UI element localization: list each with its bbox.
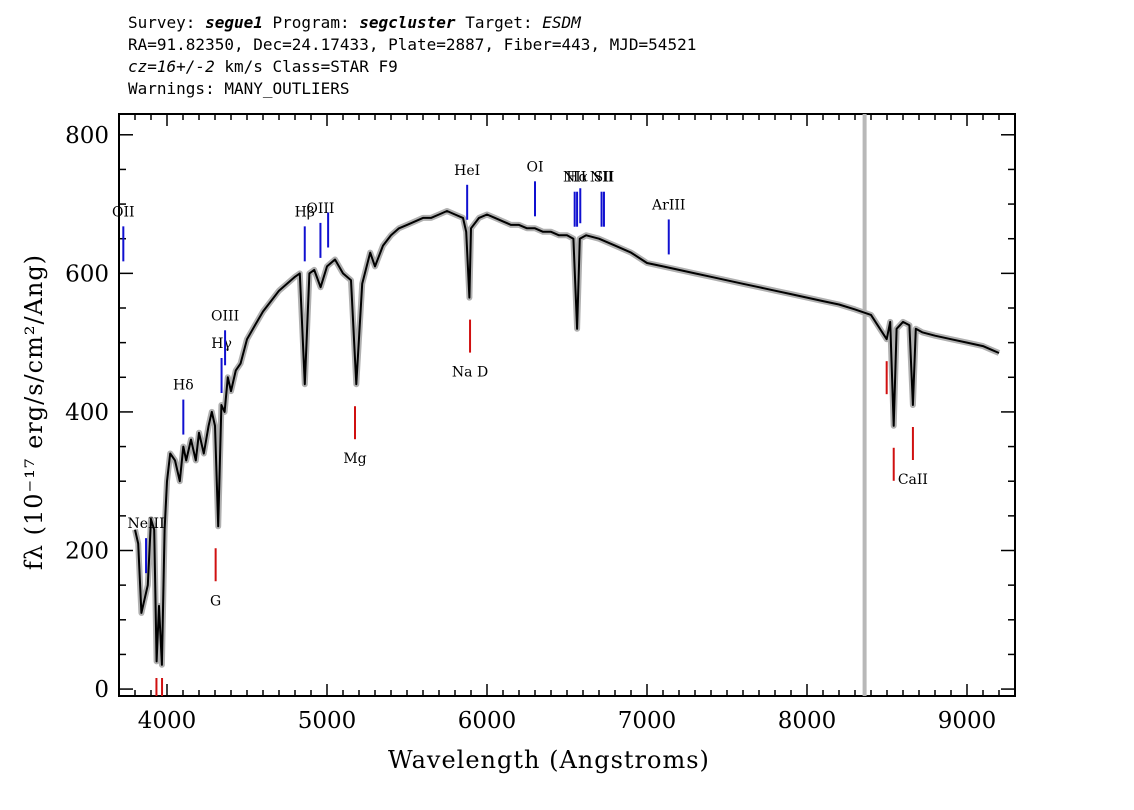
x-tick-label: 7000 (618, 708, 677, 734)
x-tick-label: 9000 (938, 708, 997, 734)
spectral-line-label: OIII (306, 201, 334, 217)
spectral-line-label: Mg (343, 451, 366, 467)
spectral-line-label: G (210, 593, 221, 609)
spectral-line-label: NII (563, 170, 586, 186)
x-axis-label: Wavelength (Angstroms) (388, 746, 710, 774)
spectral-line-label: ArIII (651, 197, 685, 213)
spectral-line-label: OII (112, 204, 135, 220)
spectrum-header: Survey: segue1 Program: segcluster Targe… (128, 12, 696, 100)
spectral-line-label: NII (590, 170, 613, 186)
spectral-line-label: SII (594, 170, 615, 186)
spectral-line-label: Hδ (173, 378, 194, 394)
y-tick-label: 600 (65, 261, 109, 287)
x-tick-label: 5000 (298, 708, 357, 734)
spectral-line-label: Na D (452, 365, 488, 381)
spectral-line-label: Hβ (295, 204, 315, 220)
spectral-line-label: HeI (454, 163, 480, 179)
spectrum-line (134, 210, 1000, 666)
header-line-1: Survey: segue1 Program: segcluster Targe… (128, 13, 581, 32)
y-tick-label: 0 (94, 677, 109, 703)
plot-frame (118, 113, 1016, 697)
y-tick-label: 800 (65, 123, 109, 149)
spectral-line-label: Hα (566, 170, 588, 186)
y-tick-label: 200 (65, 539, 109, 565)
x-tick-label: 6000 (458, 708, 517, 734)
x-tick-label: 8000 (778, 708, 837, 734)
spectral-line-label: OI (526, 159, 543, 175)
spectral-line-label: NeIII (127, 516, 164, 532)
spectral-line-label: CaII (898, 472, 928, 488)
header-line-3: cz=16+/-2 km/s Class=STAR F9 (128, 57, 398, 76)
spectral-line-label: Hγ (211, 336, 232, 352)
y-axis-label: fλ (10⁻¹⁷ erg/s/cm²/Ang) (20, 253, 48, 571)
spectrum-error-band (132, 208, 1001, 668)
header-line-4: Warnings: MANY_OUTLIERS (128, 79, 350, 98)
x-tick-label: 4000 (138, 708, 197, 734)
spectral-line-label: OIII (211, 308, 239, 324)
header-line-2: RA=91.82350, Dec=24.17433, Plate=2887, F… (128, 35, 697, 54)
y-tick-label: 400 (65, 400, 109, 426)
